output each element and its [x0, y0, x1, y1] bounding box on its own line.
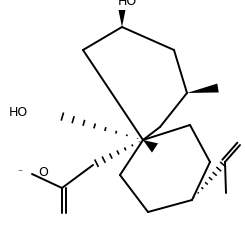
Text: HO: HO [117, 0, 137, 8]
Text: O: O [38, 167, 48, 179]
Polygon shape [187, 84, 219, 93]
Polygon shape [119, 10, 125, 27]
Polygon shape [143, 140, 158, 153]
Text: ⁻: ⁻ [17, 168, 22, 178]
Text: HO: HO [9, 106, 28, 119]
